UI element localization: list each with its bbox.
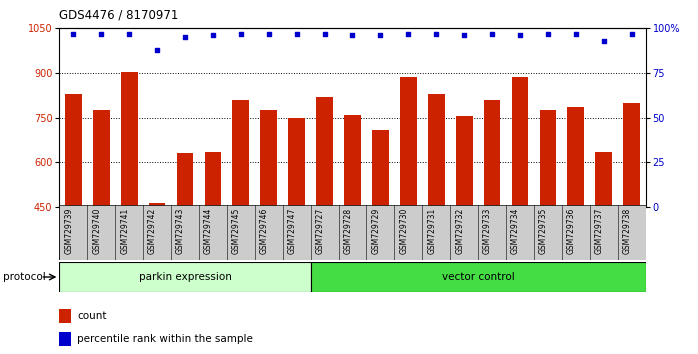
Bar <box>288 118 305 341</box>
Bar <box>177 154 193 341</box>
Bar <box>59 262 311 292</box>
Text: GSM729744: GSM729744 <box>204 208 213 255</box>
Point <box>347 33 358 38</box>
Text: GSM729732: GSM729732 <box>455 208 464 254</box>
Point <box>319 31 330 36</box>
Text: GDS4476 / 8170971: GDS4476 / 8170971 <box>59 9 179 22</box>
Text: GSM729745: GSM729745 <box>232 208 241 255</box>
Bar <box>311 262 646 292</box>
Bar <box>372 130 389 341</box>
Point <box>487 31 498 36</box>
Text: GSM729735: GSM729735 <box>539 208 548 255</box>
Bar <box>400 78 417 341</box>
Bar <box>65 94 82 341</box>
Point <box>459 33 470 38</box>
Text: GSM729743: GSM729743 <box>176 208 185 255</box>
Bar <box>484 100 500 341</box>
Text: GSM729730: GSM729730 <box>399 208 408 255</box>
Bar <box>316 97 333 341</box>
Point <box>207 33 218 38</box>
Text: GSM729741: GSM729741 <box>120 208 129 254</box>
Text: GSM729729: GSM729729 <box>371 208 380 254</box>
Point <box>403 31 414 36</box>
Bar <box>456 116 473 341</box>
Text: count: count <box>77 311 106 321</box>
Text: GSM729747: GSM729747 <box>288 208 297 255</box>
Point <box>68 31 79 36</box>
Bar <box>344 115 361 341</box>
Bar <box>59 332 71 346</box>
Point <box>514 33 526 38</box>
Point <box>179 34 191 40</box>
Text: GSM729734: GSM729734 <box>511 208 520 255</box>
Point <box>598 38 609 44</box>
Point <box>431 31 442 36</box>
Text: GSM729738: GSM729738 <box>623 208 632 254</box>
Bar <box>59 309 71 323</box>
Point <box>235 31 246 36</box>
Text: protocol: protocol <box>3 272 46 282</box>
Text: percentile rank within the sample: percentile rank within the sample <box>77 334 253 344</box>
Point <box>96 31 107 36</box>
Point <box>626 31 637 36</box>
Bar <box>623 103 640 341</box>
Text: GSM729733: GSM729733 <box>483 208 492 255</box>
Text: GSM729728: GSM729728 <box>343 208 352 254</box>
Bar <box>205 152 221 341</box>
Text: GSM729739: GSM729739 <box>64 208 73 255</box>
Bar <box>232 100 249 341</box>
Bar <box>93 110 110 341</box>
Text: GSM729731: GSM729731 <box>427 208 436 254</box>
Text: parkin expression: parkin expression <box>138 272 232 282</box>
Bar <box>428 94 445 341</box>
Bar <box>540 110 556 341</box>
Point <box>542 31 554 36</box>
Bar <box>567 107 584 341</box>
Bar <box>512 78 528 341</box>
Point <box>291 31 302 36</box>
Text: GSM729736: GSM729736 <box>567 208 576 255</box>
Text: vector control: vector control <box>442 272 514 282</box>
Text: GSM729746: GSM729746 <box>260 208 269 255</box>
Text: GSM729740: GSM729740 <box>92 208 101 255</box>
Text: GSM729727: GSM729727 <box>315 208 325 254</box>
Bar <box>595 152 612 341</box>
Point <box>263 31 274 36</box>
Point <box>375 33 386 38</box>
Text: GSM729742: GSM729742 <box>148 208 157 254</box>
Point <box>151 47 163 53</box>
Point <box>124 31 135 36</box>
Bar <box>149 202 165 341</box>
Text: GSM729737: GSM729737 <box>595 208 604 255</box>
Bar <box>121 72 138 341</box>
Bar <box>260 110 277 341</box>
Point <box>570 31 581 36</box>
